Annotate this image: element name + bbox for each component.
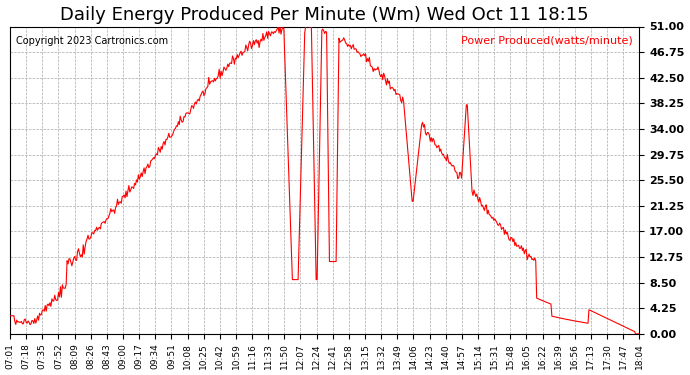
Text: Power Produced(watts/minute): Power Produced(watts/minute) [462, 36, 633, 46]
Title: Daily Energy Produced Per Minute (Wm) Wed Oct 11 18:15: Daily Energy Produced Per Minute (Wm) We… [61, 6, 589, 24]
Text: Copyright 2023 Cartronics.com: Copyright 2023 Cartronics.com [17, 36, 168, 46]
